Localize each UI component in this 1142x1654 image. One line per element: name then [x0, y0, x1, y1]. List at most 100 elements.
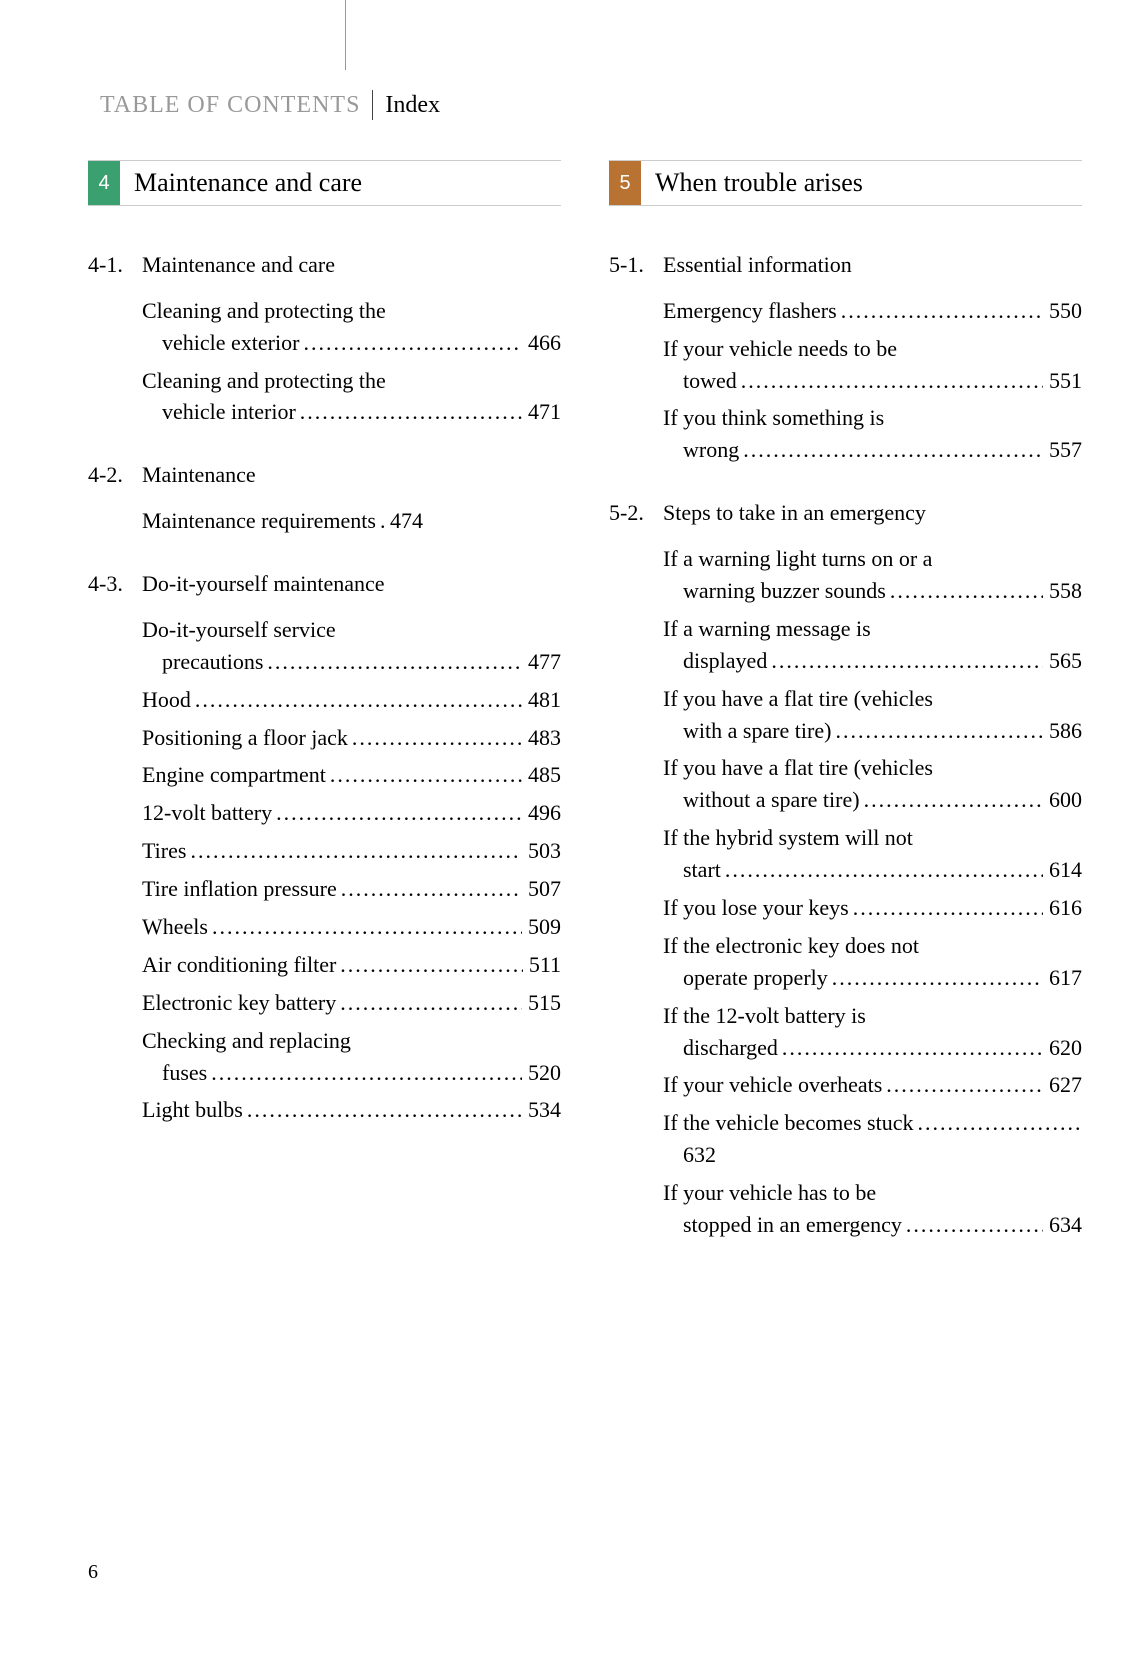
- content-grid: 4Maintenance and care 4-1.Maintenance and…: [88, 160, 1082, 1273]
- entry-page: 496: [522, 797, 561, 829]
- toc-entry: If the electronic key does notoperate pr…: [663, 930, 1082, 994]
- page-number: 6: [88, 1561, 98, 1584]
- entry-line2-row: without a spare tire)600: [663, 784, 1082, 816]
- entries: If a warning light turns on or awarning …: [609, 543, 1082, 1241]
- entry-line1: If your vehicle overheats: [663, 1069, 882, 1101]
- entry-line2: without a spare tire): [683, 784, 860, 816]
- leader-dots: [272, 797, 522, 829]
- entry-page: 503: [522, 835, 561, 867]
- chapter-header: 4Maintenance and care: [88, 160, 561, 206]
- entry-line2-row: displayed565: [663, 645, 1082, 677]
- entry-line2-row: towed551: [663, 365, 1082, 397]
- entry-line1: If you have a flat tire (vehicles: [663, 752, 1082, 784]
- entries: Cleaning and protecting the vehicle exter…: [88, 295, 561, 429]
- section-title: Maintenance: [142, 460, 561, 491]
- section-title: Maintenance and care: [142, 250, 561, 281]
- entry-line1: Emergency flashers: [663, 295, 837, 327]
- entry-line2: wrong: [683, 434, 739, 466]
- chapter-number: 5: [609, 161, 641, 205]
- entry-line1: If your vehicle needs to be: [663, 333, 1082, 365]
- entry-row: Hood481: [142, 684, 561, 716]
- entry-page: 507: [522, 873, 561, 905]
- entry-line2: stopped in an emergency: [683, 1209, 902, 1241]
- toc-entry: Positioning a floor jack483: [142, 722, 561, 754]
- entry-row: Electronic key battery515: [142, 987, 561, 1019]
- section-number: 4-1.: [88, 250, 142, 281]
- entry-line2: fuses: [162, 1057, 207, 1089]
- entry-line2-row: vehicle exterior466: [142, 327, 561, 359]
- leader-dots: [326, 759, 522, 791]
- entry-page: 477: [522, 646, 561, 678]
- entry-line1: 12-volt battery: [142, 797, 272, 829]
- leader-dots: [831, 715, 1043, 747]
- section-number: 4-3.: [88, 569, 142, 600]
- toc-section: 5-1.Essential information Emergency flash…: [609, 250, 1082, 466]
- entry-line2-row: warning buzzer sounds558: [663, 575, 1082, 607]
- entry-line1: Light bulbs: [142, 1094, 243, 1126]
- entry-page: 474: [384, 505, 423, 537]
- entry-row: Tires503: [142, 835, 561, 867]
- toc-section: 4-2.Maintenance Maintenance requirements4…: [88, 460, 561, 537]
- entry-line2: discharged: [683, 1032, 778, 1064]
- entry-line1: If you think something is: [663, 402, 1082, 434]
- toc-entry: If you have a flat tire (vehicleswith a …: [663, 683, 1082, 747]
- entry-row: Engine compartment485: [142, 759, 561, 791]
- entry-page: 620: [1043, 1032, 1082, 1064]
- section-header: 4-3.Do-it-yourself maintenance: [88, 569, 561, 600]
- leader-dots: [860, 784, 1043, 816]
- entry-row: 12-volt battery 496: [142, 797, 561, 829]
- entry-page: 627: [1043, 1069, 1082, 1101]
- entry-line1: Wheels: [142, 911, 208, 943]
- section-header: 4-1.Maintenance and care: [88, 250, 561, 281]
- entry-page: 481: [522, 684, 561, 716]
- toc-entry: Light bulbs 534: [142, 1094, 561, 1126]
- toc-entry: If the vehicle becomes stuckIf the vehic…: [663, 1107, 1082, 1171]
- toc-section: 4-3.Do-it-yourself maintenanceDo-it-your…: [88, 569, 561, 1126]
- entry-line2-row: start614: [663, 854, 1082, 886]
- entry-page: 586: [1043, 715, 1082, 747]
- entry-page: 534: [522, 1094, 561, 1126]
- toc-entry: Tire inflation pressure 507: [142, 873, 561, 905]
- section-header: 4-2.Maintenance: [88, 460, 561, 491]
- entry-line1: Air conditioning filter: [142, 949, 336, 981]
- entry-page: 616: [1043, 892, 1082, 924]
- entry-line2-row: operate properly 617: [663, 962, 1082, 994]
- leader-dots: [849, 892, 1043, 924]
- section-number: 5-2.: [609, 498, 663, 529]
- entry-line2-row: wrong557: [663, 434, 1082, 466]
- entry-line2-row: discharged 620: [663, 1032, 1082, 1064]
- toc-entry: If the hybrid system will notstart614: [663, 822, 1082, 886]
- section-title: Steps to take in an emergency: [663, 498, 1082, 529]
- entry-line2: start: [683, 854, 721, 886]
- leader-dots: [778, 1032, 1043, 1064]
- entry-line2: vehicle interior: [162, 396, 296, 428]
- entry-page: 617: [1043, 962, 1082, 994]
- entry-page: 550: [1043, 295, 1082, 327]
- entry-line1: Cleaning and protecting the: [142, 365, 561, 397]
- toc-entry: If a warning light turns on or awarning …: [663, 543, 1082, 607]
- entry-line1: Tire inflation pressure: [142, 873, 337, 905]
- section-title: Essential information: [663, 250, 1082, 281]
- entry-line1: Maintenance requirements: [142, 505, 376, 537]
- entry-line2: operate properly: [683, 962, 828, 994]
- leader-dots: [913, 1107, 1082, 1139]
- leader-dots: [263, 646, 522, 678]
- entry-line1: If the hybrid system will not: [663, 822, 1082, 854]
- toc-entry: Checking and replacingfuses520: [142, 1025, 561, 1089]
- leader-dots: [243, 1094, 522, 1126]
- section-header: 5-1.Essential information: [609, 250, 1082, 281]
- entry-page: 466: [522, 327, 561, 359]
- entry-row: Maintenance requirements474: [142, 505, 561, 537]
- leader-dots: [337, 873, 522, 905]
- toc-entry: If your vehicle overheats 627: [663, 1069, 1082, 1101]
- entry-line1: Electronic key battery: [142, 987, 336, 1019]
- entry-line1: If the 12-volt battery is: [663, 1000, 1082, 1032]
- leader-dots: [828, 962, 1043, 994]
- leader-dots: [721, 854, 1043, 886]
- toc-entry: Cleaning and protecting thevehicle inter…: [142, 365, 561, 429]
- entry-row: If you lose your keys616: [663, 892, 1082, 924]
- entry-line2-row: with a spare tire) 586: [663, 715, 1082, 747]
- toc-entry: Engine compartment485: [142, 759, 561, 791]
- entry-line2: with a spare tire): [683, 715, 831, 747]
- toc-entry: Cleaning and protecting thevehicle exter…: [142, 295, 561, 359]
